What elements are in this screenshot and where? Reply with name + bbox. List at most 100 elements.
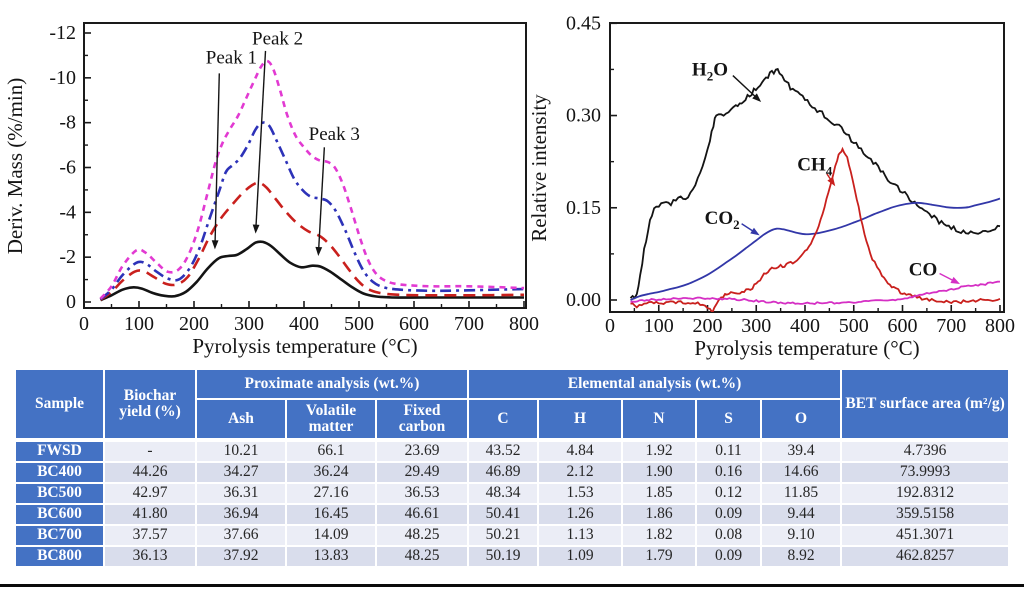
- series-h2o: [629, 67, 1001, 300]
- value-cell: 1.85: [621, 482, 697, 505]
- x-tick-label: 600: [399, 313, 429, 335]
- x-tick-label: 300: [234, 313, 264, 335]
- value-cell: 46.89: [467, 461, 539, 484]
- x-tick-label: 100: [644, 315, 674, 337]
- plot-box: [83, 22, 527, 309]
- x-tick-label: 800: [509, 313, 539, 335]
- annotation-label: H2O: [692, 59, 728, 83]
- value-cell: 10.21: [195, 439, 287, 463]
- value-cell: 0.08: [695, 524, 762, 547]
- value-cell: 13.83: [285, 545, 377, 568]
- col-header-volatile-matter: Volatile matter: [285, 398, 377, 442]
- value-cell: 0.12: [695, 482, 762, 505]
- value-cell: 359.5158: [840, 503, 1011, 526]
- table-row: BC400 44.26 34.27 36.24 29.49 46.89 2.12 1.90 0.…: [14, 461, 1011, 484]
- value-cell: 4.7396: [840, 439, 1011, 463]
- y-tick-label: -6: [59, 157, 76, 179]
- value-cell: 1.90: [621, 461, 697, 484]
- x-tick-label: 200: [179, 313, 209, 335]
- value-cell: 29.49: [375, 461, 469, 484]
- value-cell: 1.92: [621, 439, 697, 463]
- value-cell: 0.11: [695, 439, 762, 463]
- x-axis-title: Pyrolysis temperature (°C): [192, 334, 417, 358]
- series-co2: [630, 197, 1001, 301]
- col-header-n: N: [621, 398, 697, 442]
- x-axis-title: Pyrolysis temperature (°C): [694, 336, 919, 360]
- y-tick-label: 0.30: [566, 105, 601, 127]
- value-cell: 46.61: [375, 503, 469, 526]
- series-ch4: [630, 146, 1001, 312]
- y-tick-label: -4: [59, 201, 76, 223]
- x-tick-label: 200: [693, 315, 723, 337]
- sample-cell: BC800: [14, 545, 105, 568]
- y-tick-label: 0.45: [566, 12, 601, 34]
- value-cell: 48.25: [375, 524, 469, 547]
- annotation-h2o: H2O: [692, 59, 762, 103]
- value-cell: 44.26: [103, 461, 197, 484]
- x-tick-label: 0: [605, 315, 615, 337]
- value-cell: 0.09: [695, 503, 762, 526]
- value-cell: 451.3071: [840, 524, 1011, 547]
- annotation-label: CO2: [705, 208, 740, 232]
- col-header-bet-surface-area: BET surface area (m²/g): [840, 368, 1011, 442]
- value-cell: 48.25: [375, 545, 469, 568]
- value-cell: 1.79: [621, 545, 697, 568]
- annotation-label: Peak 1: [206, 48, 257, 69]
- col-header-sample: Sample: [14, 368, 105, 442]
- value-cell: 14.09: [285, 524, 377, 547]
- annotation-peak 2: Peak 2: [252, 29, 303, 234]
- y-axis-title: Deriv. Mass (%/min): [3, 78, 27, 255]
- x-tick-label: 400: [790, 315, 820, 337]
- x-tick-label: 700: [936, 315, 966, 337]
- series-co: [630, 280, 1001, 305]
- y-tick-label: -12: [49, 22, 76, 44]
- sample-cell: BC600: [14, 503, 105, 526]
- analysis-table: Sample Biochar yield (%) Proximate analy…: [14, 368, 1011, 568]
- col-header-proximate-analysis: Proximate analysis (wt.%): [195, 368, 469, 400]
- value-cell: 37.57: [103, 524, 197, 547]
- value-cell: 48.34: [467, 482, 539, 505]
- value-cell: 4.84: [537, 439, 623, 463]
- col-header-h: H: [537, 398, 623, 442]
- y-tick-label: -2: [59, 246, 76, 268]
- series-dtg-curve-red-dashed: [99, 181, 525, 301]
- x-tick-label: 100: [124, 313, 154, 335]
- value-cell: 43.52: [467, 439, 539, 463]
- sample-cell: FWSD: [14, 439, 105, 463]
- annotation-co2: CO2: [705, 208, 760, 236]
- value-cell: 41.80: [103, 503, 197, 526]
- value-cell: 8.92: [759, 545, 843, 568]
- value-cell: 1.82: [621, 524, 697, 547]
- bottom-border-line: [0, 584, 1024, 587]
- value-cell: 34.27: [195, 461, 287, 484]
- value-cell: 39.4: [759, 439, 843, 463]
- annotation-label: CH4: [797, 155, 833, 179]
- y-tick-label: 0: [66, 291, 76, 313]
- value-cell: 42.97: [103, 482, 197, 505]
- value-cell: 192.8312: [840, 482, 1011, 505]
- annotation-co: CO: [909, 259, 961, 285]
- value-cell: 50.21: [467, 524, 539, 547]
- sample-cell: BC400: [14, 461, 105, 484]
- table-row: BC800 36.13 37.92 13.83 48.25 50.19 1.09 1.79 0.…: [14, 545, 1011, 568]
- table-row: BC500 42.97 36.31 27.16 36.53 48.34 1.53 1.85 0.…: [14, 482, 1011, 505]
- value-cell: 36.53: [375, 482, 469, 505]
- value-cell: -: [103, 439, 197, 463]
- annotation-label: Peak 3: [309, 124, 360, 145]
- table-body: FWSD -10.21 66.1 23.69 43.52 4.84 1.92 0.11 39.4…: [14, 439, 1011, 568]
- x-tick-label: 0: [79, 313, 89, 335]
- charts-panel: 0 100 200 300 400 500 600 700 800 0 -2 -4 -6 -8 -10 -12…: [3, 12, 1015, 360]
- value-cell: 27.16: [285, 482, 377, 505]
- value-cell: 9.10: [759, 524, 843, 547]
- y-tick-label: -10: [49, 67, 76, 89]
- value-cell: 16.45: [285, 503, 377, 526]
- sample-cell: BC700: [14, 524, 105, 547]
- x-tick-label: 600: [888, 315, 918, 337]
- value-cell: 1.53: [537, 482, 623, 505]
- value-cell: 37.66: [195, 524, 287, 547]
- dtg-chart: 0 100 200 300 400 500 600 700 800 0 -2 -4 -6 -8 -10 -12…: [3, 22, 539, 358]
- col-header-fixed-carbon: Fixed carbon: [375, 398, 469, 442]
- value-cell: 2.12: [537, 461, 623, 484]
- value-cell: 1.09: [537, 545, 623, 568]
- value-cell: 0.09: [695, 545, 762, 568]
